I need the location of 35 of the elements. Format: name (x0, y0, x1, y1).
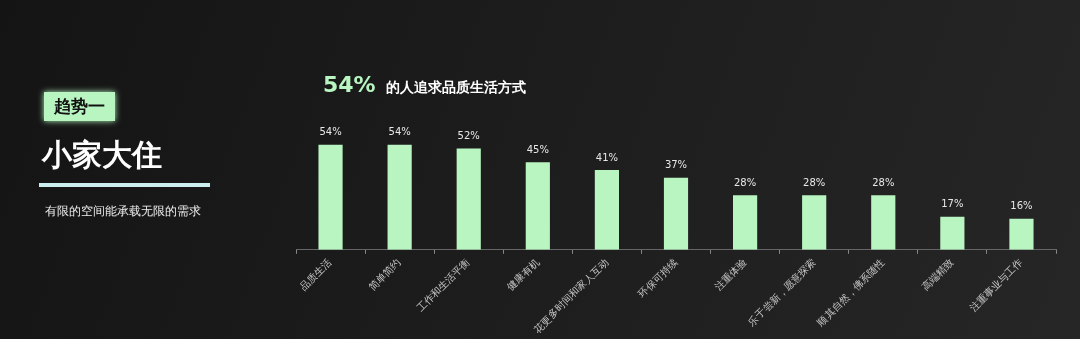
bar (663, 177, 689, 250)
bar (940, 216, 965, 250)
bar (456, 148, 481, 250)
data-label: 45% (526, 143, 549, 155)
data-label: 54% (319, 126, 342, 138)
text: 趋势一 (44, 92, 115, 121)
x-tick-label: 品质生活 (297, 256, 334, 293)
x-tick-label: 工作和生活平衡 (414, 256, 472, 314)
data-label: 28% (733, 176, 757, 188)
x-tick-label: 简单简约 (366, 256, 403, 293)
bar (871, 195, 896, 250)
x-tick-label: 健康有机 (505, 256, 542, 293)
x-tick-label: 高端精致 (919, 256, 956, 293)
data-label: 37% (664, 159, 688, 171)
chart-title: 54% 的人追求品质生活方式 (323, 72, 526, 97)
data-label: 17% (941, 198, 964, 210)
bar (1009, 218, 1034, 250)
bar (733, 195, 758, 250)
data-label: 28% (803, 176, 826, 188)
bar (318, 144, 343, 250)
bar (525, 162, 550, 250)
bar (387, 144, 412, 250)
data-label: 41% (595, 151, 619, 163)
x-tick-label: 环保可持续 (636, 256, 680, 300)
text: 有限的空间能承载无限的需求 (45, 203, 201, 220)
data-label: 52% (457, 130, 480, 142)
x-tick-label: 顺其自然，佛系随性 (815, 256, 887, 328)
x-tick-label: 注重事业与工作 (967, 256, 1025, 314)
bar (594, 169, 619, 250)
data-label: 28% (872, 176, 895, 188)
text: 小家大住 (42, 136, 162, 174)
data-label: 54% (388, 126, 411, 138)
data-label: 16% (1010, 200, 1033, 212)
bar (802, 195, 827, 250)
x-tick-label: 注重体验 (712, 256, 749, 293)
